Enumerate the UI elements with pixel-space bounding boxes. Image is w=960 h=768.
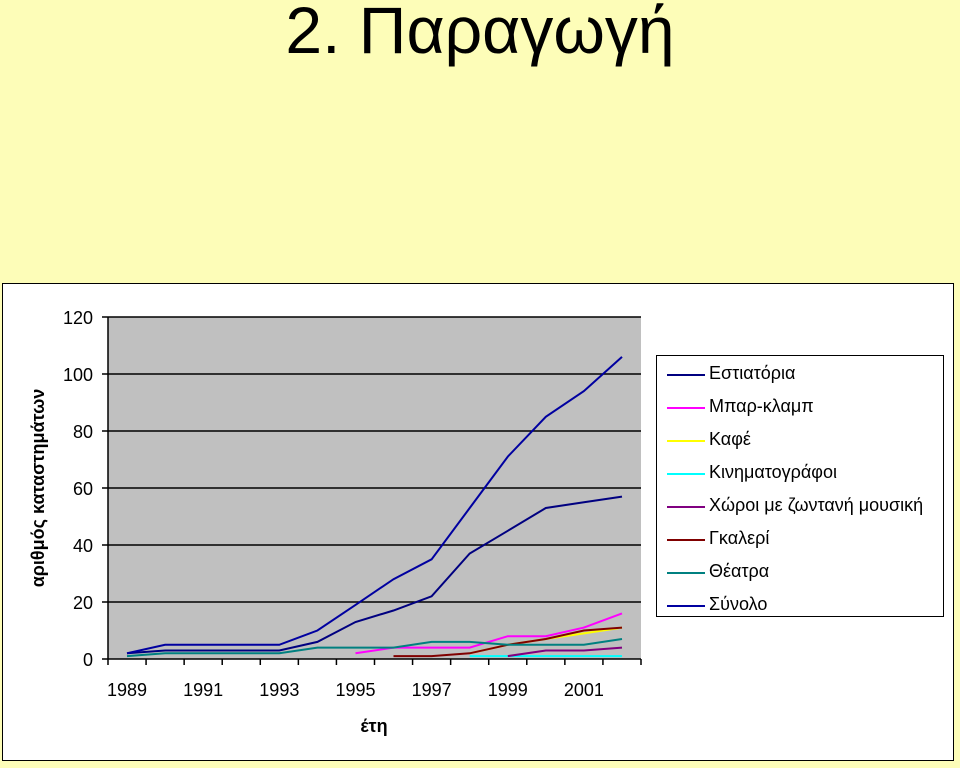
legend-label: Σύνολο [709,594,768,614]
y-axis-label: αριθμός καταστημάτων [28,389,48,588]
legend-label: Γκαλερί [709,528,770,548]
legend-item: Εστιατόρια [657,361,943,394]
legend-swatch [667,407,705,409]
x-tick-label: 1995 [335,680,375,700]
chart-legend: Εστιατόρια Μπαρ-κλαμπ Καφέ Κινηματογράφοι Χώ… [656,355,944,617]
y-tick-label: 120 [63,308,93,328]
y-tick-label: 100 [63,365,93,385]
legend-swatch [667,572,705,574]
legend-label: Κινηματογράφοι [709,462,837,482]
x-tick-label: 1993 [259,680,299,700]
series-line [126,638,623,658]
legend-item: Καφέ [657,427,943,460]
y-tick-label: 20 [73,593,93,613]
legend-label: Εστιατόρια [709,363,796,383]
y-tick-label: 80 [73,422,93,442]
legend-item: Μπαρ-κλαμπ [657,394,943,427]
series-line [507,646,623,658]
y-tick-label: 0 [83,650,93,670]
legend-item: Κινηματογράφοι [657,460,943,493]
series-line [126,495,623,655]
x-tick-label: 1997 [412,680,452,700]
y-tick-label: 60 [73,479,93,499]
legend-item: Θέατρα [657,559,943,592]
legend-swatch [667,374,705,376]
legend-swatch [667,539,705,541]
x-tick-label: 1991 [183,680,223,700]
legend-label: Θέατρα [709,561,770,581]
x-tick-label: 1999 [488,680,528,700]
legend-item: Γκαλερί [657,526,943,559]
legend-swatch [667,605,705,607]
legend-label: Μπαρ-κλαμπ [709,396,814,416]
legend-item: Σύνολο [657,592,943,625]
legend-label: Χώροι με ζωντανή μουσική [709,495,924,515]
legend-swatch [667,506,705,508]
legend-label: Καφέ [709,429,751,449]
x-tick-label: 1989 [107,680,147,700]
x-axis-label: έτη [360,716,387,736]
legend-swatch [667,473,705,475]
legend-item: Χώροι με ζωντανή μουσική [657,493,943,526]
series-line [126,356,623,655]
x-tick-label: 2001 [564,680,604,700]
legend-swatch [667,440,705,442]
y-tick-label: 40 [73,536,93,556]
slide-title: 2. Παραγωγή [285,0,675,67]
